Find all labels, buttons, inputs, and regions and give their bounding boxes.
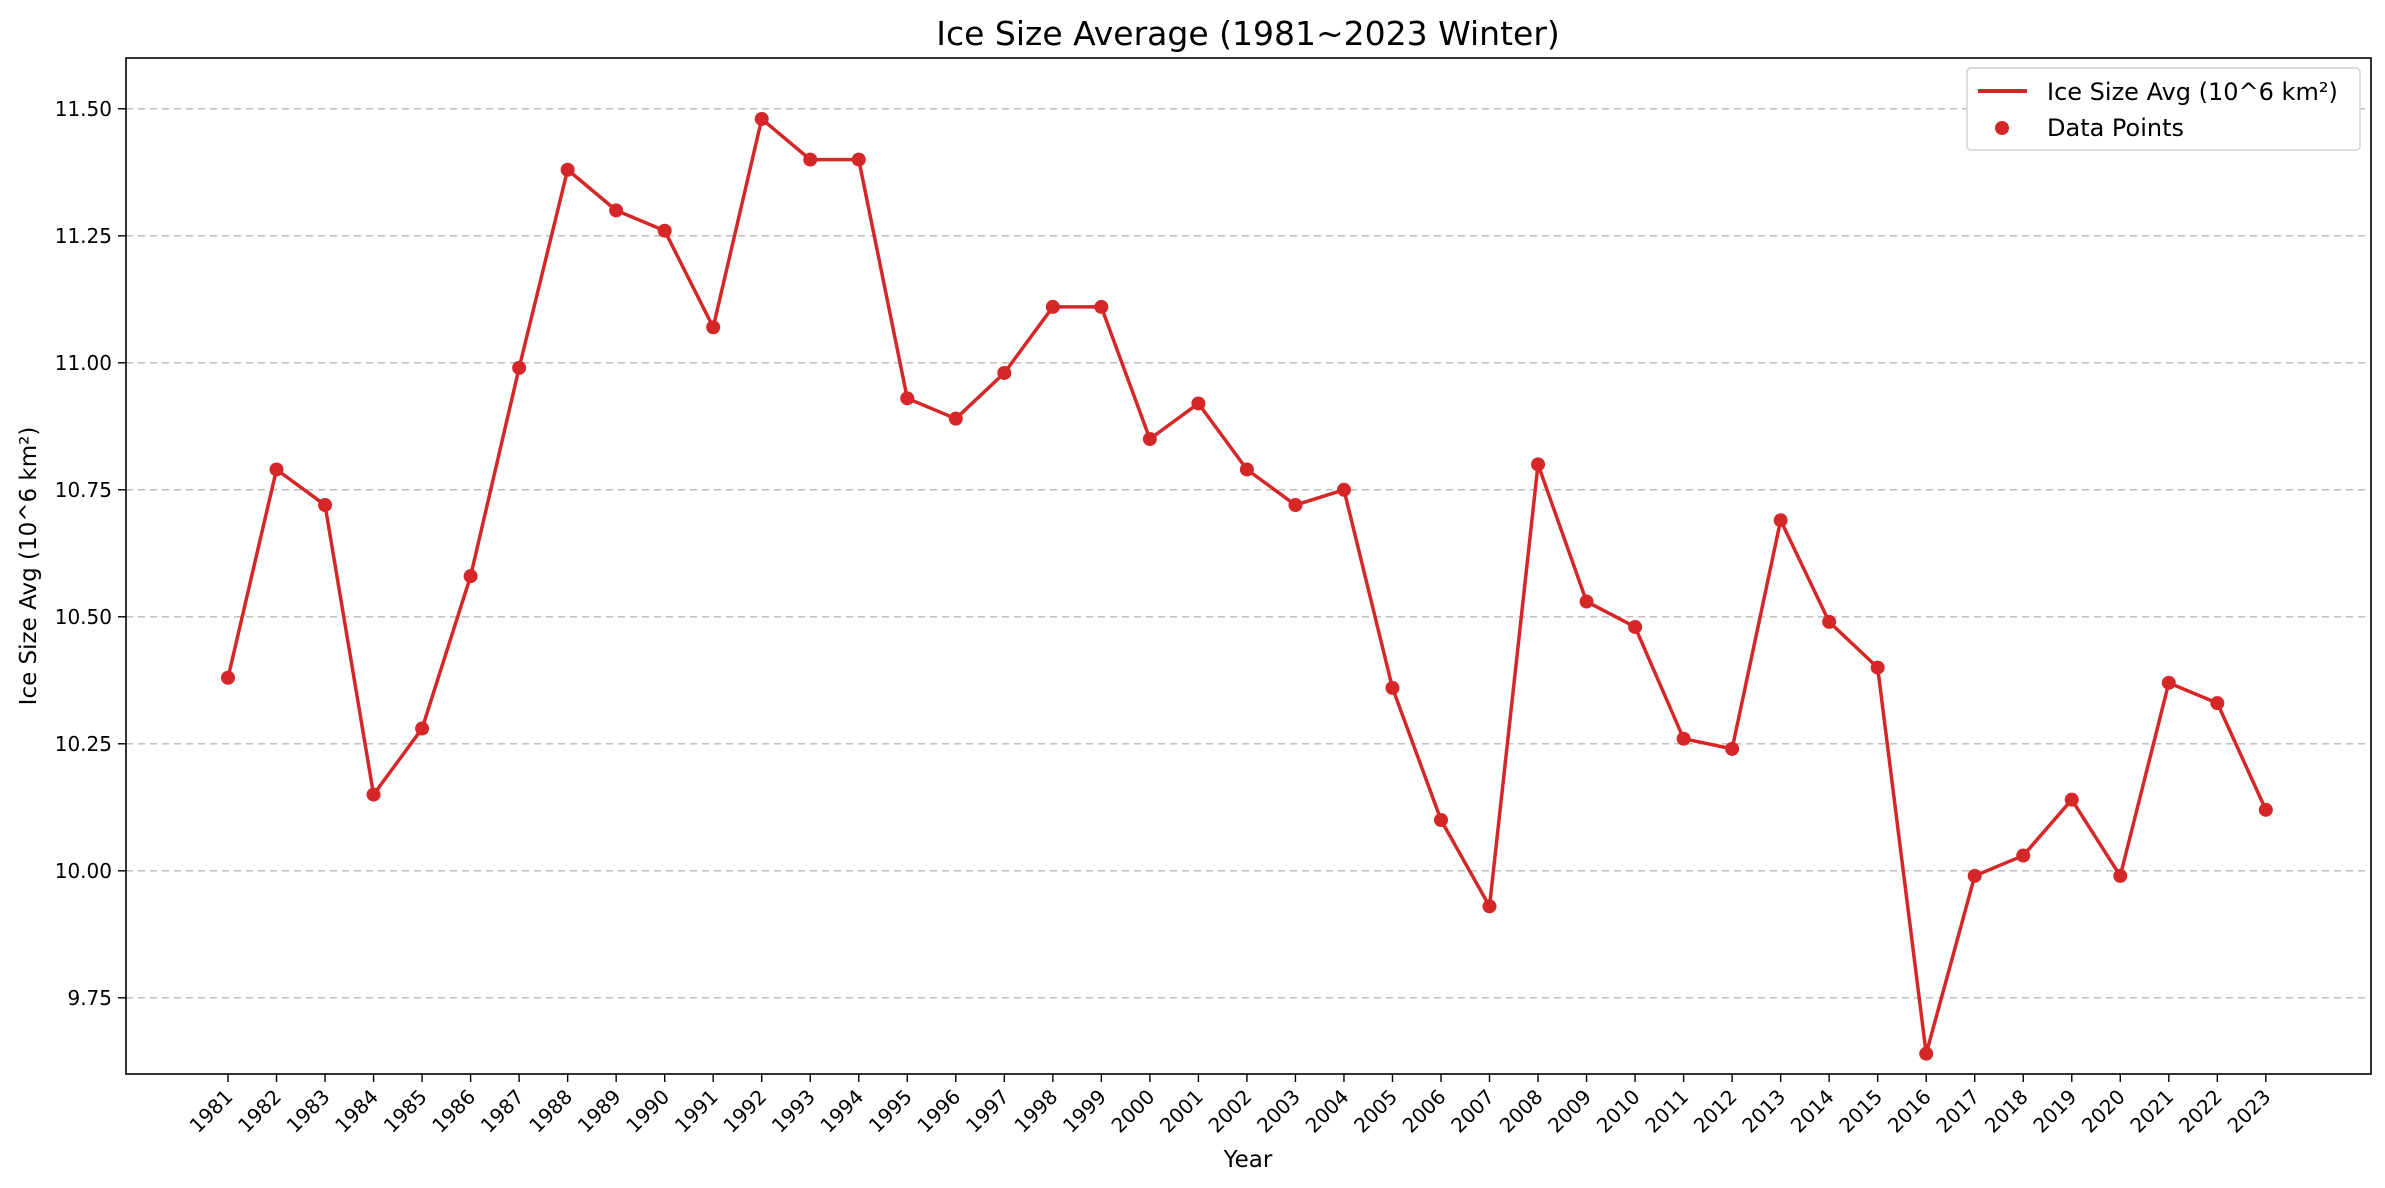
y-tick-label: 10.00	[55, 859, 112, 883]
data-point	[463, 569, 478, 584]
data-point	[1434, 813, 1448, 827]
data-point	[560, 162, 575, 177]
data-point	[1870, 660, 1885, 675]
legend-point-marker	[1995, 121, 2009, 135]
data-point	[1288, 498, 1303, 513]
data-point	[609, 203, 624, 218]
data-point	[2258, 802, 2273, 817]
data-point	[1579, 594, 1594, 609]
data-point	[1094, 299, 1109, 314]
data-point	[2161, 675, 2176, 690]
chart-title: Ice Size Average (1981~2023 Winter)	[936, 14, 1560, 53]
data-point	[1773, 513, 1788, 528]
data-point	[1725, 741, 1740, 756]
data-series	[221, 111, 2273, 1061]
data-point	[1191, 396, 1206, 411]
legend-label-line: Ice Size Avg (10^6 km²)	[2047, 78, 2338, 106]
grid-lines	[126, 108, 2371, 999]
data-point	[1336, 482, 1351, 497]
y-tick-label: 11.50	[55, 97, 112, 121]
data-point	[900, 391, 915, 406]
legend-box	[1966, 67, 2361, 151]
data-point	[706, 320, 721, 335]
data-point	[1385, 680, 1400, 695]
data-point	[366, 787, 381, 802]
legend-label-points: Data Points	[2047, 114, 2184, 142]
data-point	[657, 223, 672, 238]
data-point	[948, 411, 963, 426]
data-point	[1239, 462, 1254, 477]
data-point	[1142, 432, 1157, 446]
data-point	[2064, 792, 2079, 807]
data-point	[2113, 868, 2128, 883]
y-tick-label: 9.75	[67, 986, 112, 1010]
data-point	[851, 152, 866, 167]
y-tick-label: 11.25	[55, 224, 112, 248]
y-tick-label: 10.75	[55, 478, 112, 502]
legend: Ice Size Avg (10^6 km²) Data Points	[1966, 67, 2361, 151]
y-tick-label: 11.00	[55, 351, 112, 375]
y-axis: 9.75 10.00 10.25 10.50 10.75 11.00 11.25 11.50	[55, 97, 126, 1010]
data-point	[2016, 848, 2031, 863]
data-point	[1676, 731, 1691, 746]
data-point	[512, 360, 527, 375]
data-point	[1919, 1046, 1934, 1061]
plot-area-frame	[125, 57, 2372, 1075]
data-point	[1531, 457, 1546, 472]
y-axis-title: Ice Size Avg (10^6 km²)	[16, 427, 42, 706]
data-point	[1822, 614, 1837, 629]
data-point	[1628, 619, 1643, 634]
data-point	[1045, 299, 1060, 314]
y-tick-label: 10.50	[55, 605, 112, 629]
data-point	[2210, 696, 2225, 711]
data-point	[997, 365, 1012, 380]
data-point	[1967, 868, 1982, 883]
data-point	[1482, 899, 1497, 914]
y-tick-label: 10.25	[55, 732, 112, 756]
data-point	[269, 462, 284, 477]
data-point	[415, 721, 430, 736]
x-axis-title: Year	[1223, 1147, 1273, 1173]
data-point	[221, 670, 235, 685]
data-point	[754, 111, 769, 126]
data-point	[318, 498, 333, 513]
data-point	[803, 152, 818, 167]
